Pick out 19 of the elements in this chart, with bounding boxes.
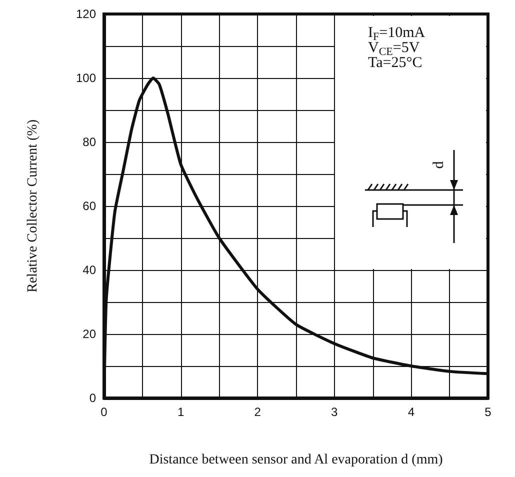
y-tick-label: 0 bbox=[89, 391, 96, 405]
y-tick-label: 80 bbox=[82, 135, 96, 149]
x-tick-label: 2 bbox=[254, 405, 262, 419]
annotation: d bbox=[431, 160, 447, 169]
annotation: Ta=25°C bbox=[368, 55, 424, 71]
y-tick-label: 20 bbox=[82, 327, 96, 341]
x-tick-label: 3 bbox=[331, 405, 338, 419]
x-tick-label: 1 bbox=[177, 405, 184, 419]
y-tick-label: 60 bbox=[82, 199, 96, 213]
x-tick-label: 0 bbox=[100, 405, 108, 419]
x-tick-label: 5 bbox=[484, 405, 492, 419]
y-axis-title: Relative Collector Current (%) bbox=[26, 119, 40, 292]
y-tick-label: 40 bbox=[82, 263, 96, 277]
y-tick-label: 100 bbox=[76, 71, 96, 85]
annotation: I$_{F}$=10mA bbox=[368, 25, 426, 43]
x-axis-title: Distance between sensor and Al evaporation d (mm) bbox=[149, 452, 444, 468]
y-tick-label: 120 bbox=[76, 7, 96, 21]
x-tick-label: 4 bbox=[408, 405, 415, 419]
annotation: V$_{CE}$=5V bbox=[368, 40, 420, 58]
